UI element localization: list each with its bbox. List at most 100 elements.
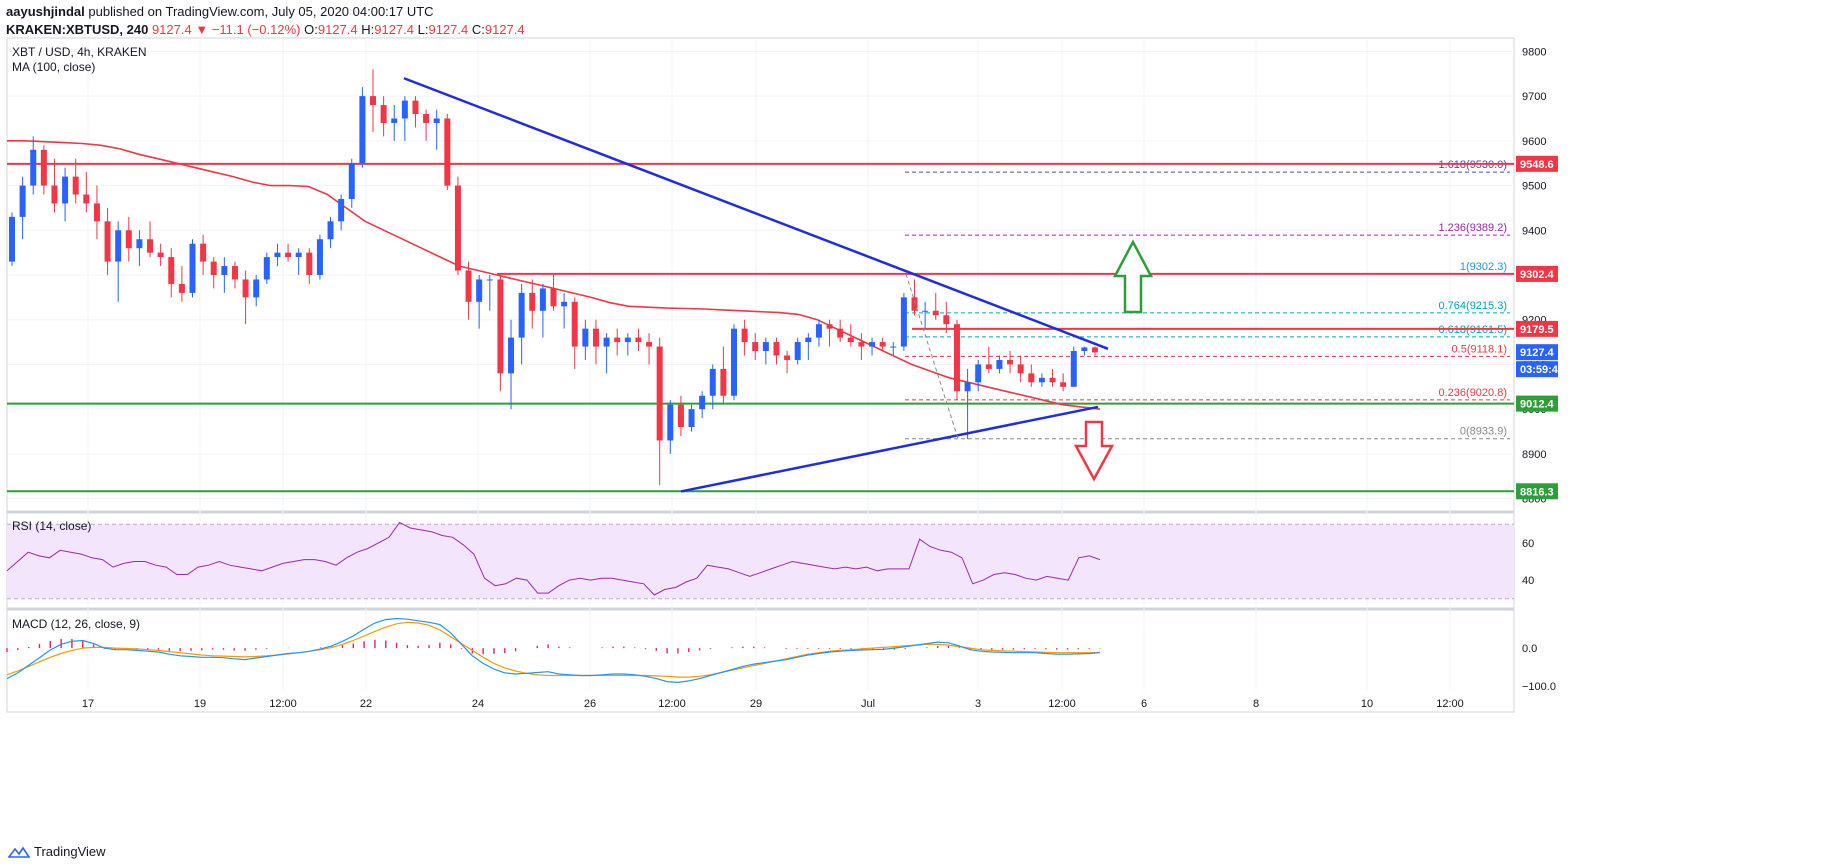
candle-body [656,346,663,441]
candle-body [19,185,26,217]
candle-body [815,324,822,338]
price-tag [1516,155,1558,172]
macd-line [6,617,1101,684]
candle-body [646,342,653,347]
candle-body [784,355,791,360]
candle-body [603,337,610,347]
candle-body [30,149,37,186]
candle-body [518,292,525,338]
candle-body [444,118,451,186]
price-tag-label: 9012.4 [1520,399,1555,411]
candle-body [635,337,642,343]
candle-body [677,404,684,428]
candle-body [614,337,621,343]
candle-body [93,203,100,222]
candle-body [932,310,939,316]
x-tick-label: 26 [584,698,596,710]
candle-body [338,198,345,222]
candle-body [773,342,780,356]
candle-body [401,100,408,119]
change-arrow-icon: ▼ [195,22,209,37]
candle-body [731,328,737,396]
candle-body [189,243,196,293]
candle-body [805,337,812,343]
tradingview-brand[interactable]: TradingView [8,844,106,859]
high-value: 9127.4 [374,22,414,37]
ascending-trendline [680,405,1099,493]
descending-trendline [403,77,1109,350]
candle-body [295,252,302,258]
candle-body [242,279,249,298]
rsi-title: RSI (14, close) [12,519,91,533]
fib-level-label: 1.236(9389.2) [1439,222,1508,234]
candle-body [762,342,769,352]
candle-body [231,266,238,280]
fib-level-label: 1(9302.3) [1460,261,1507,273]
macd-title: MACD (12, 26, close, 9) [12,617,140,631]
candle-body [869,342,876,347]
candle-body [1038,377,1045,383]
x-tick-label: 12:00 [1436,698,1464,710]
candle-body [476,279,483,302]
x-tick-label: 3 [975,698,981,710]
candle-body [539,288,546,311]
candle-body [391,118,398,123]
macd-signal-line [6,621,1101,678]
candle-body [370,96,376,106]
candle-body [285,252,292,258]
plot-frame [6,37,1515,713]
ohlc-line: KRAKEN:XBTUSD, 240 9127.4 ▼ −11.1 (−0.12… [6,22,525,37]
candle-body [964,382,971,392]
candle-body [667,404,674,441]
candle-body [1060,382,1067,387]
candle-body [900,297,907,347]
candle-body [688,409,695,428]
candle-body [794,342,801,360]
candle-body [911,297,918,311]
candle-body [359,96,366,164]
price-tag [1516,361,1558,378]
candle-body [454,185,461,271]
rsi-band [7,524,1514,599]
candle-body [582,328,589,347]
candle-body [486,279,493,281]
candle-body [125,230,132,249]
candle-body [136,239,143,249]
candle-body [178,283,185,293]
macd-tick-label: −100.0 [1522,681,1556,693]
price-tag-label: 03:59:48 [1520,364,1564,376]
close-value: 9127.4 [484,22,525,37]
author-name[interactable]: aayushjindal [6,4,85,19]
x-tick-label: 22 [360,698,372,710]
candle-body [741,328,748,343]
y-tick-label: 8900 [1522,449,1546,461]
price-tag [1516,265,1558,282]
candle-body [1070,351,1077,387]
candle-body [147,239,154,253]
candle-body [316,239,323,275]
candle-body [168,257,175,284]
candle-body [1017,364,1024,374]
price-tag [1516,395,1558,412]
candle-body [508,337,515,374]
x-tick-label: 24 [472,698,484,710]
candle-body [720,368,727,396]
fib-level-label: 0.618(9161.5) [1439,324,1508,336]
candle-body [624,337,631,343]
candle-body [561,301,568,307]
x-tick-label: 12:00 [1048,698,1076,710]
rsi-line [6,521,1101,596]
down-arrow-icon [1073,420,1115,482]
low-label: L: [417,22,429,37]
candle-body [752,342,759,352]
fib-level-label: 0(8933.9) [1460,426,1507,438]
candle-body [1028,373,1035,383]
price-tag-label: 8816.3 [1520,486,1554,498]
candle-body [996,359,1003,369]
candle-body [529,292,536,311]
candle-body [380,105,387,123]
candle-body [104,221,111,262]
candle-body [953,324,960,392]
x-tick-label: 8 [1253,698,1259,710]
